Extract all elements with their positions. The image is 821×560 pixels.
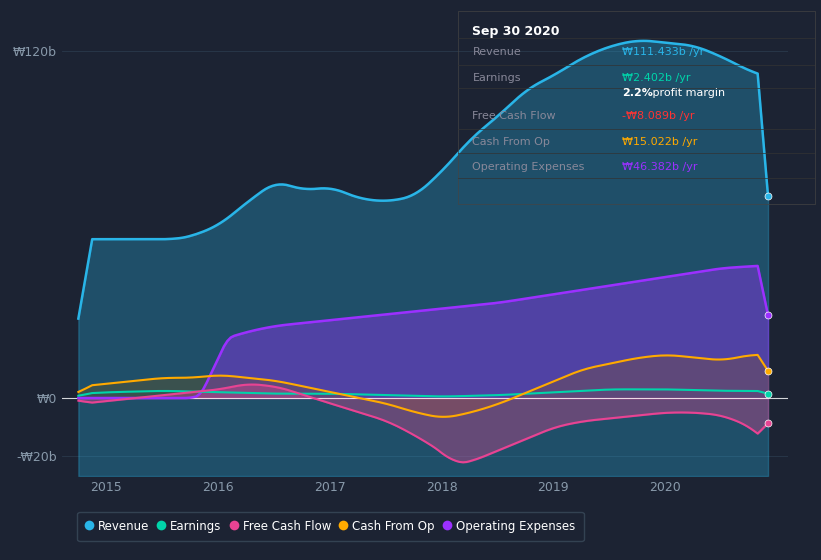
Text: ₩15.022b /yr: ₩15.022b /yr [622, 137, 698, 147]
Text: profit margin: profit margin [649, 88, 725, 99]
Point [761, 366, 774, 375]
Text: Sep 30 2020: Sep 30 2020 [472, 25, 560, 38]
Point [761, 311, 774, 320]
Text: ₩46.382b /yr: ₩46.382b /yr [622, 162, 698, 172]
Point [761, 192, 774, 201]
Text: ₩111.433b /yr: ₩111.433b /yr [622, 47, 704, 57]
Text: ₩2.402b /yr: ₩2.402b /yr [622, 73, 691, 83]
Text: -₩8.089b /yr: -₩8.089b /yr [622, 111, 695, 122]
Point [761, 389, 774, 398]
Text: 2.2%: 2.2% [622, 88, 654, 99]
Text: Cash From Op: Cash From Op [472, 137, 550, 147]
Point [761, 418, 774, 427]
Text: Free Cash Flow: Free Cash Flow [472, 111, 556, 122]
Text: Operating Expenses: Operating Expenses [472, 162, 585, 172]
Text: Revenue: Revenue [472, 47, 521, 57]
Text: Earnings: Earnings [472, 73, 521, 83]
Legend: Revenue, Earnings, Free Cash Flow, Cash From Op, Operating Expenses: Revenue, Earnings, Free Cash Flow, Cash … [77, 512, 584, 542]
